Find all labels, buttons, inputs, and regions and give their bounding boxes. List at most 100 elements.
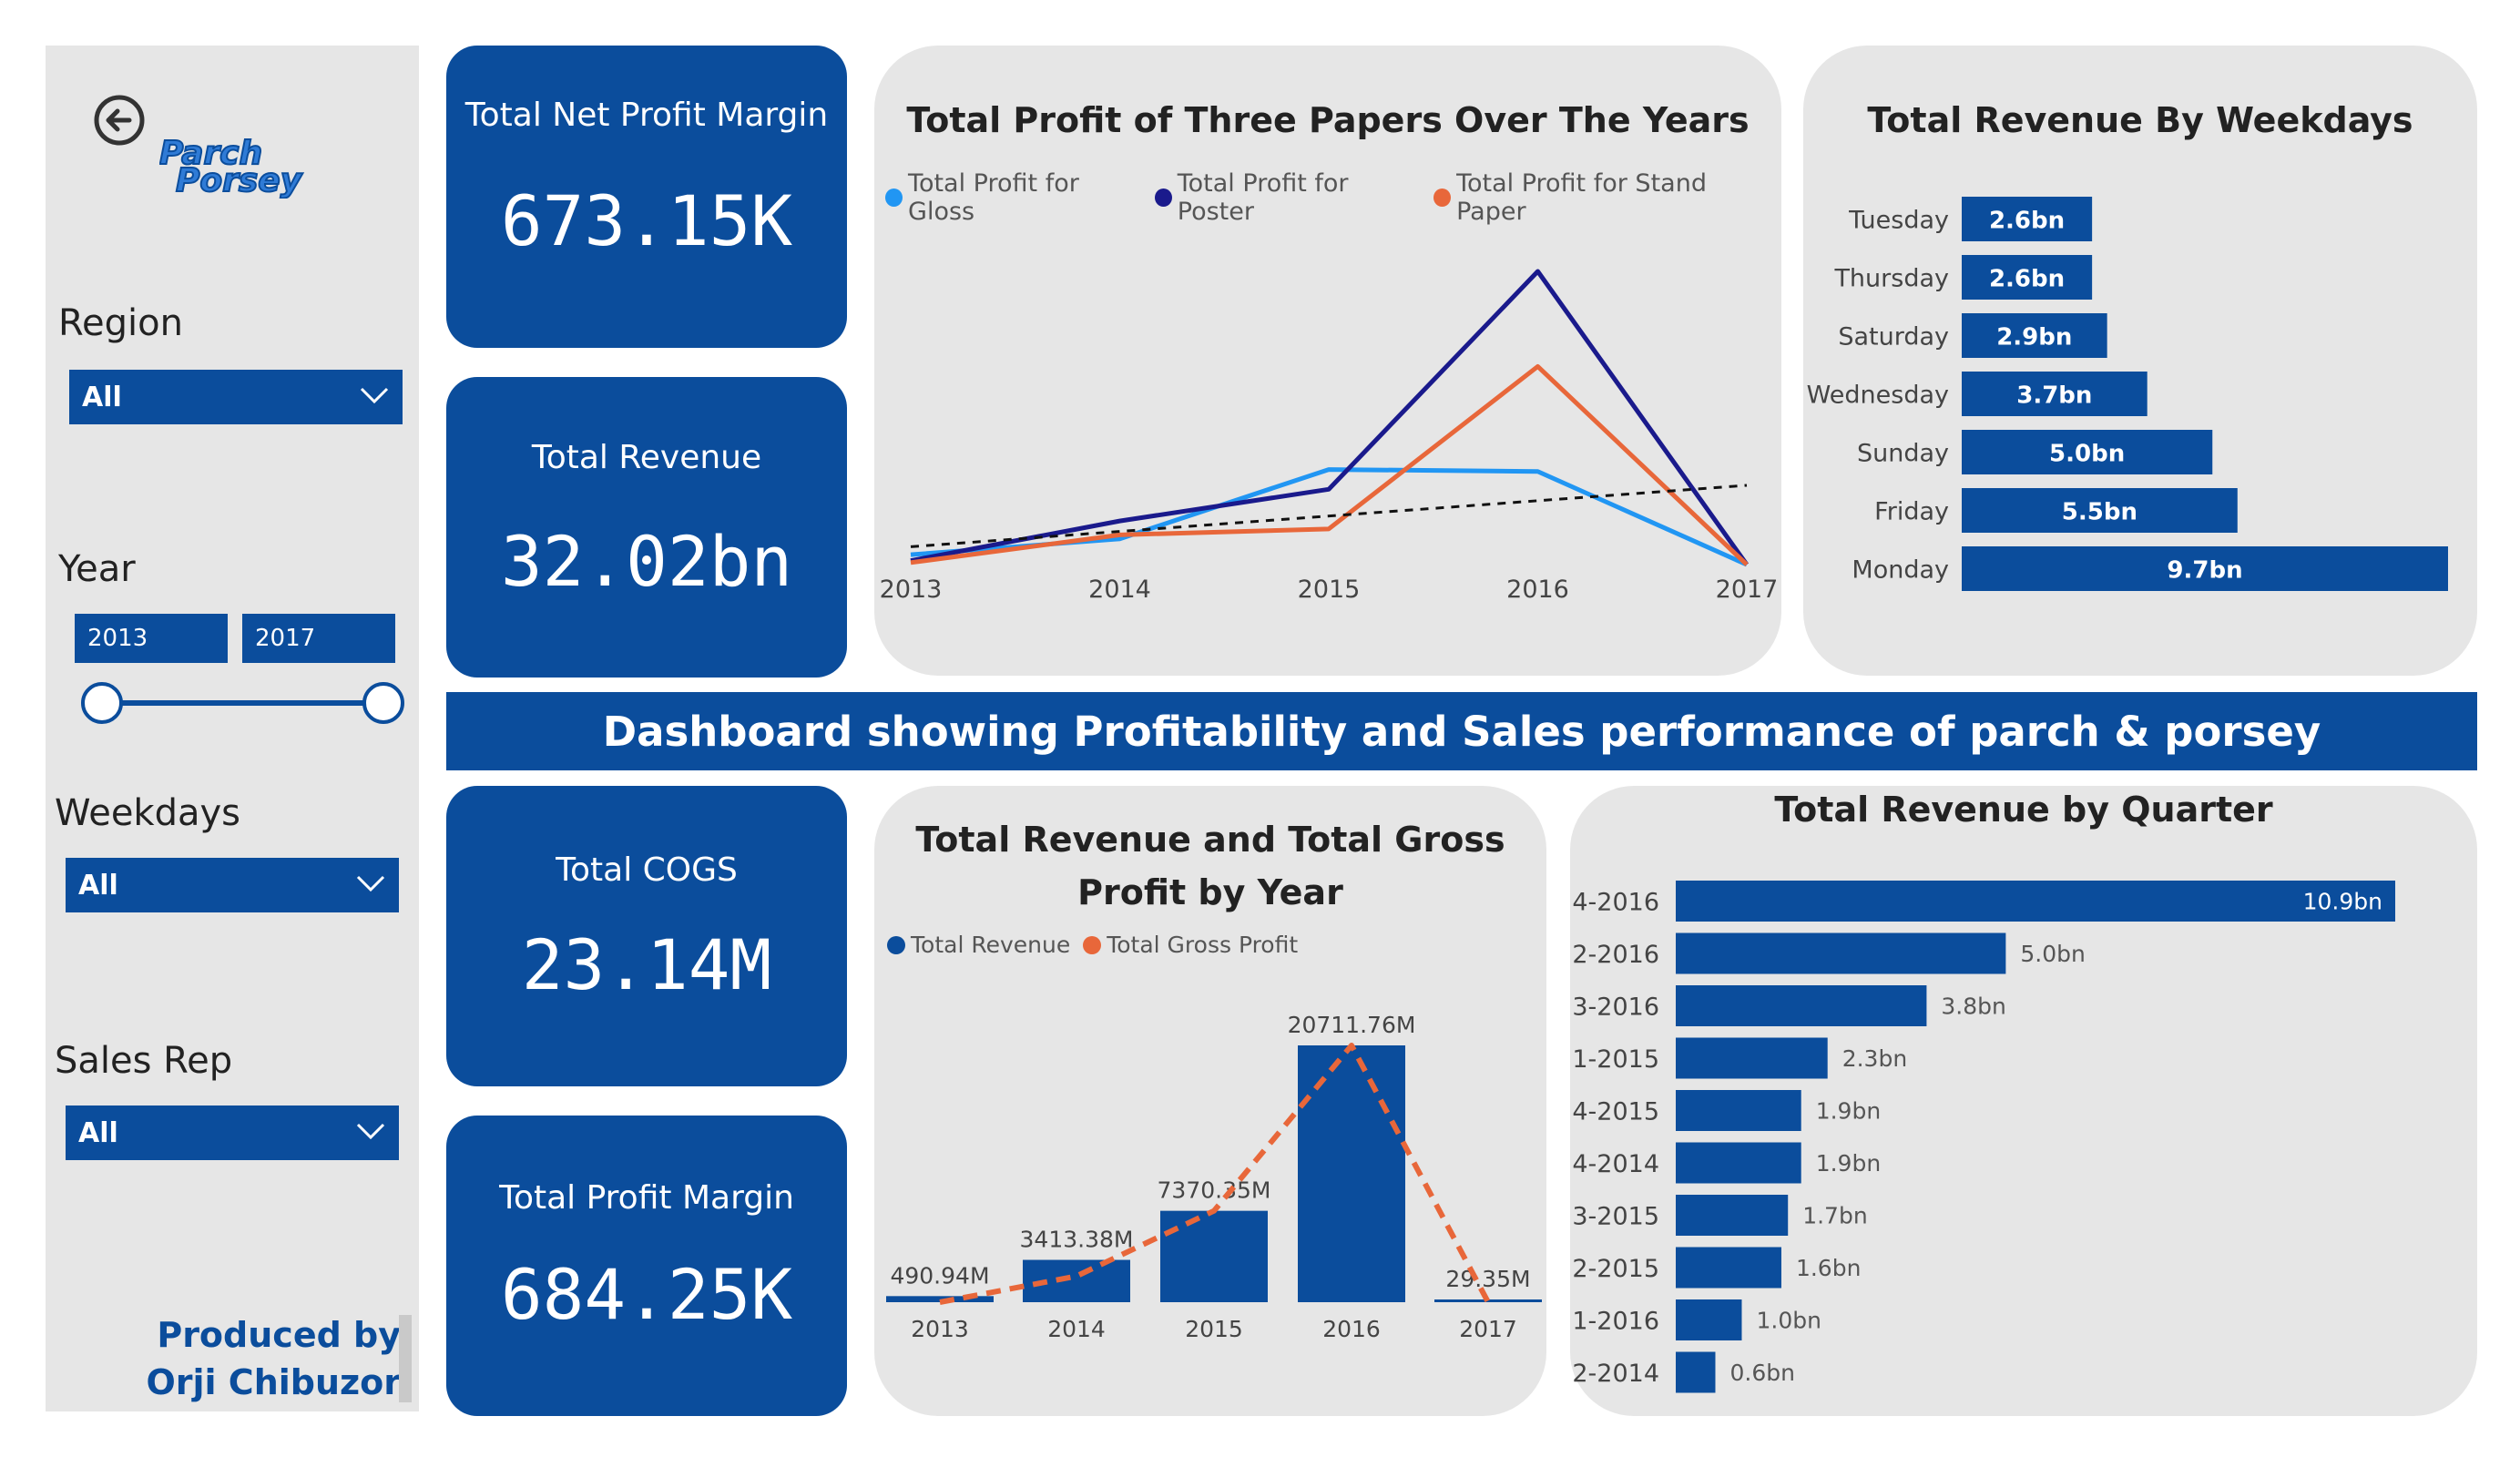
- category-label: 1-2015: [1572, 1045, 1659, 1074]
- revenue-year-chart: 490.94M 2013 3413.38M 2014 7370.35M 2015 20711…: [886, 1012, 1542, 1342]
- legend-label: Total Profit for Gloss: [908, 169, 1079, 226]
- bar: [1160, 1210, 1268, 1302]
- legend-item: Total Profit for Poster: [1154, 169, 1421, 226]
- category-label: 1-2016: [1572, 1308, 1659, 1336]
- bar: [1676, 1299, 1742, 1340]
- dashboard-banner: Dashboard showing Profitability and Sale…: [446, 692, 2477, 770]
- revenue-gross-profit-panel: Total Revenue and Total Gross Profit by …: [874, 786, 1546, 1416]
- card-value: 23.14M: [521, 924, 772, 1005]
- x-tick-label: 2013: [880, 576, 943, 604]
- chevron-down-icon: [360, 387, 389, 404]
- net-profit-margin-card: Total Net Profit Margin 673.15K: [446, 46, 847, 348]
- data-label: 5.0bn: [2049, 441, 2125, 468]
- series-line: [910, 269, 1750, 566]
- year-end-input[interactable]: 2017: [242, 614, 395, 663]
- author-name: Orji Chibuzor: [146, 1362, 401, 1402]
- category-label: 4-2016: [1572, 889, 1659, 917]
- sales-rep-dropdown-value: All: [78, 1116, 118, 1149]
- legend-label: Total Revenue: [911, 932, 1071, 958]
- weekday-bar-chart: Tuesday 2.6bn Thursday 2.6bn Saturday 2.9bn We…: [1807, 197, 2448, 591]
- data-label: 20711.76M: [1288, 1012, 1416, 1038]
- data-label: 1.7bn: [1802, 1203, 1867, 1229]
- category-label: Friday: [1874, 498, 1949, 526]
- filter-sidebar: [46, 46, 419, 1411]
- region-filter-label: Region: [58, 302, 183, 344]
- bar: [1676, 1037, 1828, 1079]
- legend-item: Total Gross Profit: [1083, 932, 1298, 958]
- data-label: 3413.38M: [1020, 1227, 1134, 1253]
- x-tick-label: 2017: [1459, 1316, 1517, 1342]
- x-tick-label: 2016: [1322, 1316, 1381, 1342]
- data-label: 1.6bn: [1796, 1255, 1861, 1281]
- quarter-bar-chart: 4-2016 10.9bn 2-2016 5.0bn 3-2016 3.8bn 1-2015…: [1572, 881, 2395, 1393]
- card-title: Total COGS: [556, 851, 738, 889]
- legend-label: Total Profit for Poster: [1177, 169, 1349, 226]
- bar: [1962, 255, 2093, 300]
- card-value: 673.15K: [500, 180, 793, 261]
- x-tick-label: 2015: [1185, 1316, 1243, 1342]
- weekdays-dropdown-value: All: [78, 869, 118, 902]
- revenue-weekdays-panel: Total Revenue By Weekdays Tuesday 2.6bn Th…: [1803, 46, 2477, 676]
- parch-porsey-logo: Parch Porsey: [159, 135, 304, 199]
- gross-profit-line: [939, 1043, 1491, 1305]
- category-label: 2-2014: [1572, 1360, 1659, 1388]
- category-label: Monday: [1852, 556, 1949, 585]
- profit-line-chart: 2013 2014 2015 2016 2017: [880, 269, 1779, 604]
- bar: [1962, 197, 2093, 241]
- x-tick-label: 2013: [911, 1316, 969, 1342]
- data-label: 9.7bn: [2167, 557, 2242, 585]
- legend-item: Total Revenue: [887, 932, 1070, 958]
- category-label: 2-2015: [1572, 1255, 1659, 1283]
- category-label: 2-2016: [1572, 941, 1659, 969]
- revenue-quarter-panel: Total Revenue by Quarter 4-2016 10.9bn 2-2…: [1570, 786, 2477, 1416]
- year-slider-track[interactable]: [102, 700, 383, 706]
- year-start-input[interactable]: 2013: [75, 614, 228, 663]
- bar: [1676, 1195, 1789, 1236]
- year-slider-start-handle[interactable]: [81, 682, 123, 724]
- x-tick-label: 2016: [1506, 576, 1569, 604]
- bar: [1962, 488, 2238, 533]
- category-label: Saturday: [1838, 323, 1949, 352]
- svg-text:Parch: Parch: [159, 135, 262, 172]
- category-label: 4-2015: [1572, 1098, 1659, 1126]
- data-label: 10.9bn: [2303, 889, 2382, 915]
- chart-title: Total Revenue by Quarter: [1774, 790, 2273, 830]
- bar: [1676, 1247, 1781, 1289]
- category-label: Tuesday: [1848, 207, 1949, 235]
- chart-title: Total Revenue and Total Gross Profit by …: [915, 820, 1505, 912]
- category-label: Thursday: [1833, 265, 1949, 293]
- bar: [1676, 881, 2395, 922]
- profit-papers-panel: Total Profit of Three Papers Over The Ye…: [874, 46, 1781, 676]
- data-label: 0.6bn: [1729, 1360, 1794, 1386]
- bar: [1298, 1045, 1405, 1302]
- category-label: 3-2016: [1572, 993, 1659, 1022]
- card-title: Total Net Profit Margin: [464, 97, 829, 134]
- data-label: 1.0bn: [1756, 1308, 1821, 1334]
- weekdays-dropdown[interactable]: All: [66, 858, 399, 912]
- data-label: 2.6bn: [1989, 208, 2065, 235]
- category-label: Sunday: [1857, 440, 1949, 468]
- data-label: 2.9bn: [1996, 324, 2072, 352]
- chart-title: Total Revenue By Weekdays: [1867, 100, 2413, 140]
- x-tick-label: 2017: [1716, 576, 1779, 604]
- card-value: 684.25K: [500, 1254, 793, 1335]
- region-dropdown[interactable]: All: [69, 370, 403, 424]
- data-label: 490.94M: [890, 1262, 989, 1289]
- total-profit-margin-card: Total Profit Margin 684.25K: [446, 1116, 847, 1416]
- year-slider-end-handle[interactable]: [362, 682, 404, 724]
- chevron-down-icon: [356, 875, 385, 892]
- back-arrow-icon[interactable]: [93, 94, 146, 147]
- legend-item: Total Profit for Gloss: [885, 169, 1142, 226]
- sales-rep-dropdown[interactable]: All: [66, 1105, 399, 1160]
- sidebar-scrollbar[interactable]: [399, 1315, 412, 1402]
- data-label: 7370.35M: [1158, 1177, 1271, 1204]
- produced-by-label: Produced by: [157, 1315, 401, 1355]
- sales-rep-filter-label: Sales Rep: [55, 1040, 233, 1082]
- chart-title: Total Profit of Three Papers Over The Ye…: [906, 100, 1750, 140]
- card-value: 32.02bn: [500, 521, 793, 602]
- card-title: Total Revenue: [531, 439, 762, 476]
- weekdays-filter-label: Weekdays: [55, 792, 241, 834]
- bar: [1962, 313, 2107, 358]
- data-label: 1.9bn: [1816, 1098, 1881, 1125]
- data-label: 3.7bn: [2016, 382, 2092, 410]
